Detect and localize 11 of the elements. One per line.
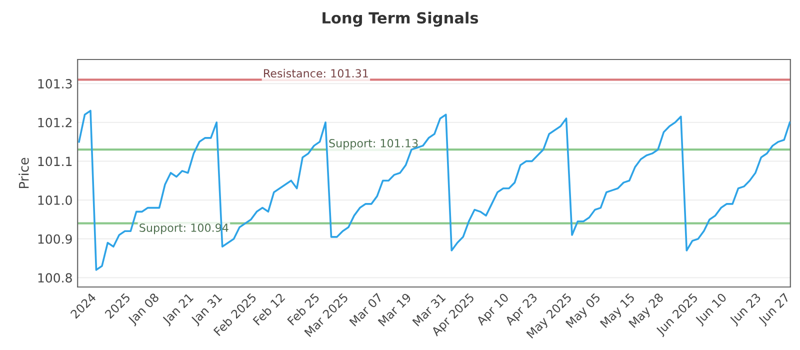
y-tick-label: 100.8: [38, 273, 72, 283]
y-tick-label: 101.3: [38, 79, 72, 88]
y-axis-title: Price: [18, 158, 29, 188]
y-tick-label: 100.9: [38, 234, 72, 244]
line-series: [78, 110, 790, 271]
y-tick-label: 101.2: [38, 118, 72, 128]
chart-title: Long Term Signals: [322, 12, 478, 27]
y-tick-label: 101.1: [38, 156, 72, 166]
y-tick-label: 101.0: [38, 196, 72, 205]
ref-line-label: Support: 101.13: [329, 139, 418, 150]
ref-line-label: Resistance: 101.31: [264, 68, 368, 78]
